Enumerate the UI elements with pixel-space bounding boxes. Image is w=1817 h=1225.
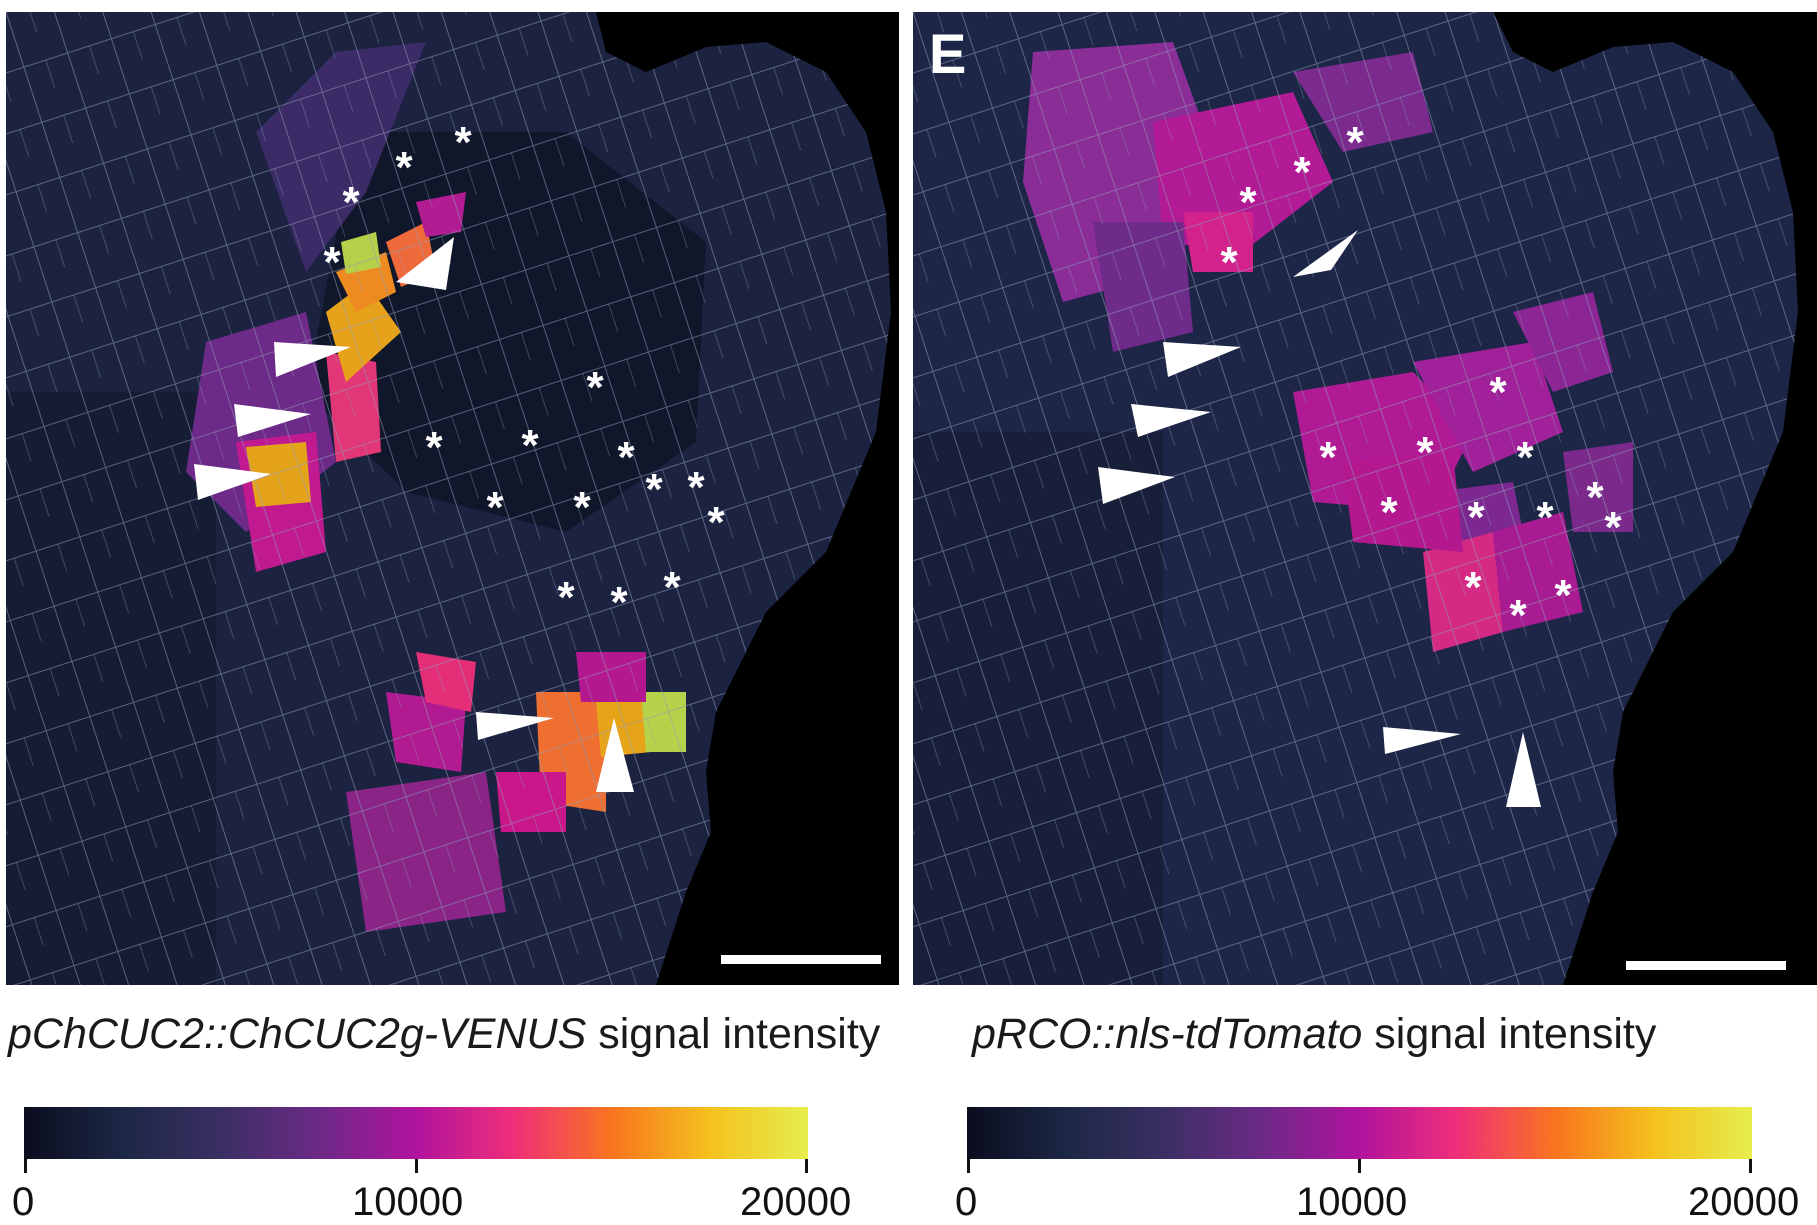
svg-text:*: * — [323, 238, 341, 287]
svg-text:*: * — [342, 178, 360, 227]
svg-text:*: * — [1467, 493, 1485, 542]
svg-text:*: * — [1239, 178, 1257, 227]
colorbar-right-min-label: 0 — [955, 1180, 978, 1224]
svg-text:*: * — [687, 463, 705, 512]
legend-title-venus: pChCUC2::ChCUC2g-VENUS signal intensity — [8, 1010, 880, 1059]
colorbar-right — [967, 1107, 1752, 1173]
colorbar-tick — [805, 1159, 808, 1173]
svg-text:*: * — [663, 563, 681, 612]
scale-bar — [721, 955, 881, 964]
svg-text:*: * — [1516, 433, 1534, 482]
left-microscopy-panel: * * * * * * * * * * * * * * * * — [6, 12, 899, 985]
svg-text:*: * — [1464, 563, 1482, 612]
colorbar-tick — [967, 1159, 970, 1173]
svg-text:*: * — [521, 421, 539, 470]
svg-text:*: * — [557, 573, 575, 622]
svg-text:*: * — [1554, 571, 1572, 620]
svg-text:*: * — [617, 433, 635, 482]
colorbar-gradient — [24, 1107, 808, 1159]
svg-text:*: * — [573, 483, 591, 532]
svg-text:*: * — [1293, 148, 1311, 197]
svg-text:*: * — [707, 498, 725, 547]
legend-title-tdtomato: pRCO::nls-tdTomato signal intensity — [972, 1010, 1656, 1059]
svg-text:*: * — [1346, 118, 1364, 167]
svg-text:*: * — [645, 465, 663, 514]
svg-text:*: * — [1319, 433, 1337, 482]
svg-text:*: * — [1489, 368, 1507, 417]
colorbar-tick — [24, 1159, 27, 1173]
svg-text:*: * — [1220, 238, 1238, 287]
legend-title-suffix: signal intensity — [586, 1010, 881, 1058]
reporter-name: pChCUC2::ChCUC2g-VENUS — [8, 1010, 587, 1058]
colorbar-gradient — [967, 1107, 1752, 1159]
colorbar-right-max-label: 20000 — [1688, 1180, 1800, 1224]
svg-text:*: * — [486, 483, 504, 532]
right-cell-heatmap: ** ** ** * * * * * * ** * * — [913, 12, 1798, 985]
colorbar-tick — [1749, 1159, 1752, 1173]
colorbar-left-mid-label: 10000 — [352, 1180, 464, 1224]
colorbar-left-max-label: 20000 — [740, 1180, 852, 1224]
colorbar-left — [24, 1107, 808, 1173]
colorbar-left-min-label: 0 — [12, 1180, 35, 1224]
svg-text:*: * — [586, 363, 604, 412]
colorbar-tick — [1358, 1159, 1361, 1173]
right-microscopy-panel: * * * * * * * * * * * * * * * * E — [913, 12, 1817, 985]
legend-title-suffix: signal intensity — [1362, 1010, 1657, 1058]
svg-text:*: * — [1586, 473, 1604, 522]
reporter-name: pRCO::nls-tdTomato — [972, 1010, 1363, 1058]
svg-text:*: * — [1380, 488, 1398, 537]
svg-text:*: * — [395, 143, 413, 192]
colorbar-tick — [415, 1159, 418, 1173]
svg-text:*: * — [610, 578, 628, 627]
svg-text:*: * — [454, 118, 472, 167]
svg-text:*: * — [1509, 591, 1527, 640]
svg-text:*: * — [425, 423, 443, 472]
colorbar-right-mid-label: 10000 — [1296, 1180, 1408, 1224]
panel-label-e: E — [929, 22, 967, 85]
left-cell-heatmap: ** ** ** * * * * * * ** * * — [6, 12, 899, 985]
scale-bar — [1626, 961, 1786, 970]
svg-text:*: * — [1416, 428, 1434, 477]
svg-text:*: * — [1536, 493, 1554, 542]
svg-text:*: * — [1604, 503, 1622, 552]
